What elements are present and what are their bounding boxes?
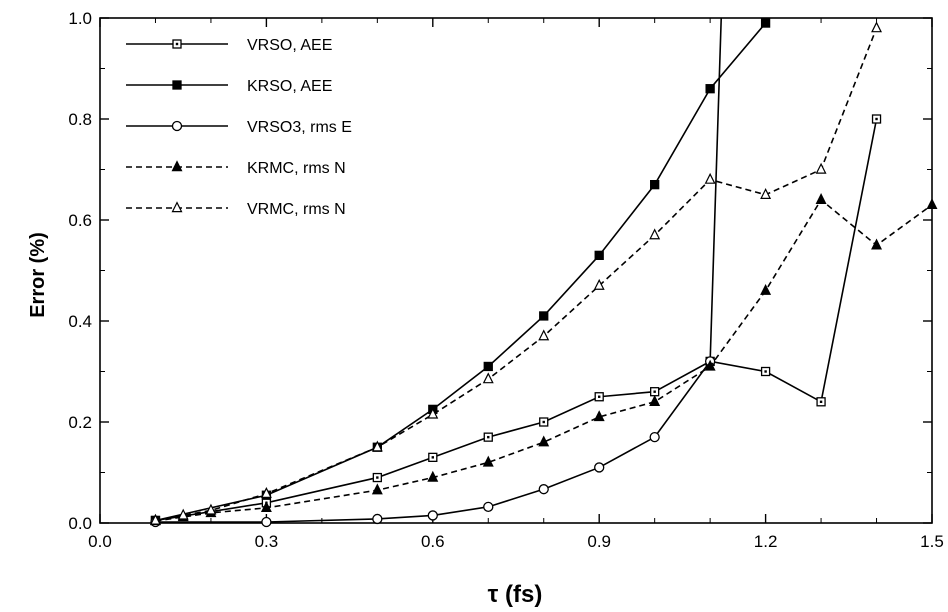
legend-label: VRMC, rms N xyxy=(247,201,346,218)
x-tick-label: 1.5 xyxy=(920,532,944,551)
data-point xyxy=(650,179,660,190)
data-point xyxy=(260,486,272,498)
legend-label: VRSO, AEE xyxy=(247,37,332,54)
data-point-dot xyxy=(542,420,545,424)
data-point xyxy=(260,501,272,513)
series-line xyxy=(155,17,723,523)
data-point xyxy=(649,431,660,443)
data-point xyxy=(593,410,605,422)
series-5 xyxy=(149,21,883,525)
data-point-dot xyxy=(653,390,656,393)
data-point xyxy=(594,462,605,473)
data-point xyxy=(538,484,549,495)
data-point xyxy=(760,18,771,28)
legend-marker xyxy=(172,80,182,90)
x-axis-title: τ (fs) xyxy=(488,581,543,608)
data-point xyxy=(483,501,494,512)
y-tick-label: 0.0 xyxy=(68,514,92,533)
data-point xyxy=(593,278,605,290)
data-point xyxy=(704,172,716,184)
data-point xyxy=(871,21,883,33)
y-tick-label: 0.4 xyxy=(68,312,92,331)
data-point xyxy=(538,329,550,341)
x-tick-label: 0.6 xyxy=(421,532,445,551)
data-point xyxy=(871,238,883,250)
y-tick-label: 1.0 xyxy=(68,9,92,28)
data-point xyxy=(482,455,494,467)
data-point xyxy=(427,470,439,482)
legend-label: KRMC, rms N xyxy=(247,160,346,177)
series-line xyxy=(155,118,878,522)
x-tick-label: 0.3 xyxy=(255,532,279,551)
legend-marker xyxy=(171,160,183,172)
data-point xyxy=(760,188,772,199)
x-tick-label: 0.9 xyxy=(587,532,611,551)
legend: VRSO, AEE KRSO, AEE VRSO3, rms E KRMC, rms … xyxy=(126,37,352,218)
data-point xyxy=(372,513,383,525)
legend-label: VRSO3, rms E xyxy=(247,119,352,136)
data-point xyxy=(371,440,383,452)
y-tick-label: 0.2 xyxy=(68,413,92,432)
data-point xyxy=(371,483,383,495)
legend-marker xyxy=(171,120,183,132)
y-tick-label: 0.8 xyxy=(68,110,92,129)
data-point xyxy=(205,503,217,515)
data-point xyxy=(482,372,494,384)
series-line xyxy=(155,22,767,522)
data-point xyxy=(427,510,438,521)
series-line xyxy=(155,198,933,522)
plot-frame xyxy=(99,17,933,524)
data-point xyxy=(649,395,661,406)
series-line xyxy=(155,27,878,522)
data-point xyxy=(760,283,772,295)
data-point-dot xyxy=(431,456,434,459)
data-point xyxy=(261,516,272,528)
y-axis-title: Error (%) xyxy=(27,232,49,318)
x-tick-label: 1.2 xyxy=(754,532,778,551)
data-point xyxy=(704,359,716,371)
legend-marker-dot xyxy=(175,42,179,46)
series-layer xyxy=(149,17,938,528)
legend-marker xyxy=(171,201,183,213)
data-point xyxy=(815,193,827,204)
data-point xyxy=(177,508,189,520)
legend-label: KRSO, AEE xyxy=(247,78,332,95)
data-point xyxy=(649,228,661,240)
x-tick-label: 0.0 xyxy=(88,532,112,551)
data-point xyxy=(594,250,604,261)
data-point xyxy=(483,361,493,372)
series-3 xyxy=(150,17,723,528)
data-point-dot xyxy=(598,395,601,398)
data-point xyxy=(539,311,549,321)
data-point xyxy=(427,407,439,419)
data-point-dot xyxy=(819,400,823,403)
data-point xyxy=(705,84,715,94)
data-point xyxy=(149,513,161,525)
series-4 xyxy=(149,193,938,526)
y-tick-label: 0.6 xyxy=(68,211,92,230)
data-point xyxy=(538,435,550,447)
data-point-dot xyxy=(764,370,767,373)
data-point-dot xyxy=(487,435,490,439)
data-point-dot xyxy=(376,476,379,479)
data-point xyxy=(926,198,938,210)
data-point-dot xyxy=(875,117,878,121)
series-2 xyxy=(150,18,771,526)
axes-layer: 0.0 0.3 0.6 0.9 1.2 1.5 0.0 0.2 0.4 0.6 0.8 1.0 xyxy=(68,9,943,551)
data-point xyxy=(815,162,827,174)
